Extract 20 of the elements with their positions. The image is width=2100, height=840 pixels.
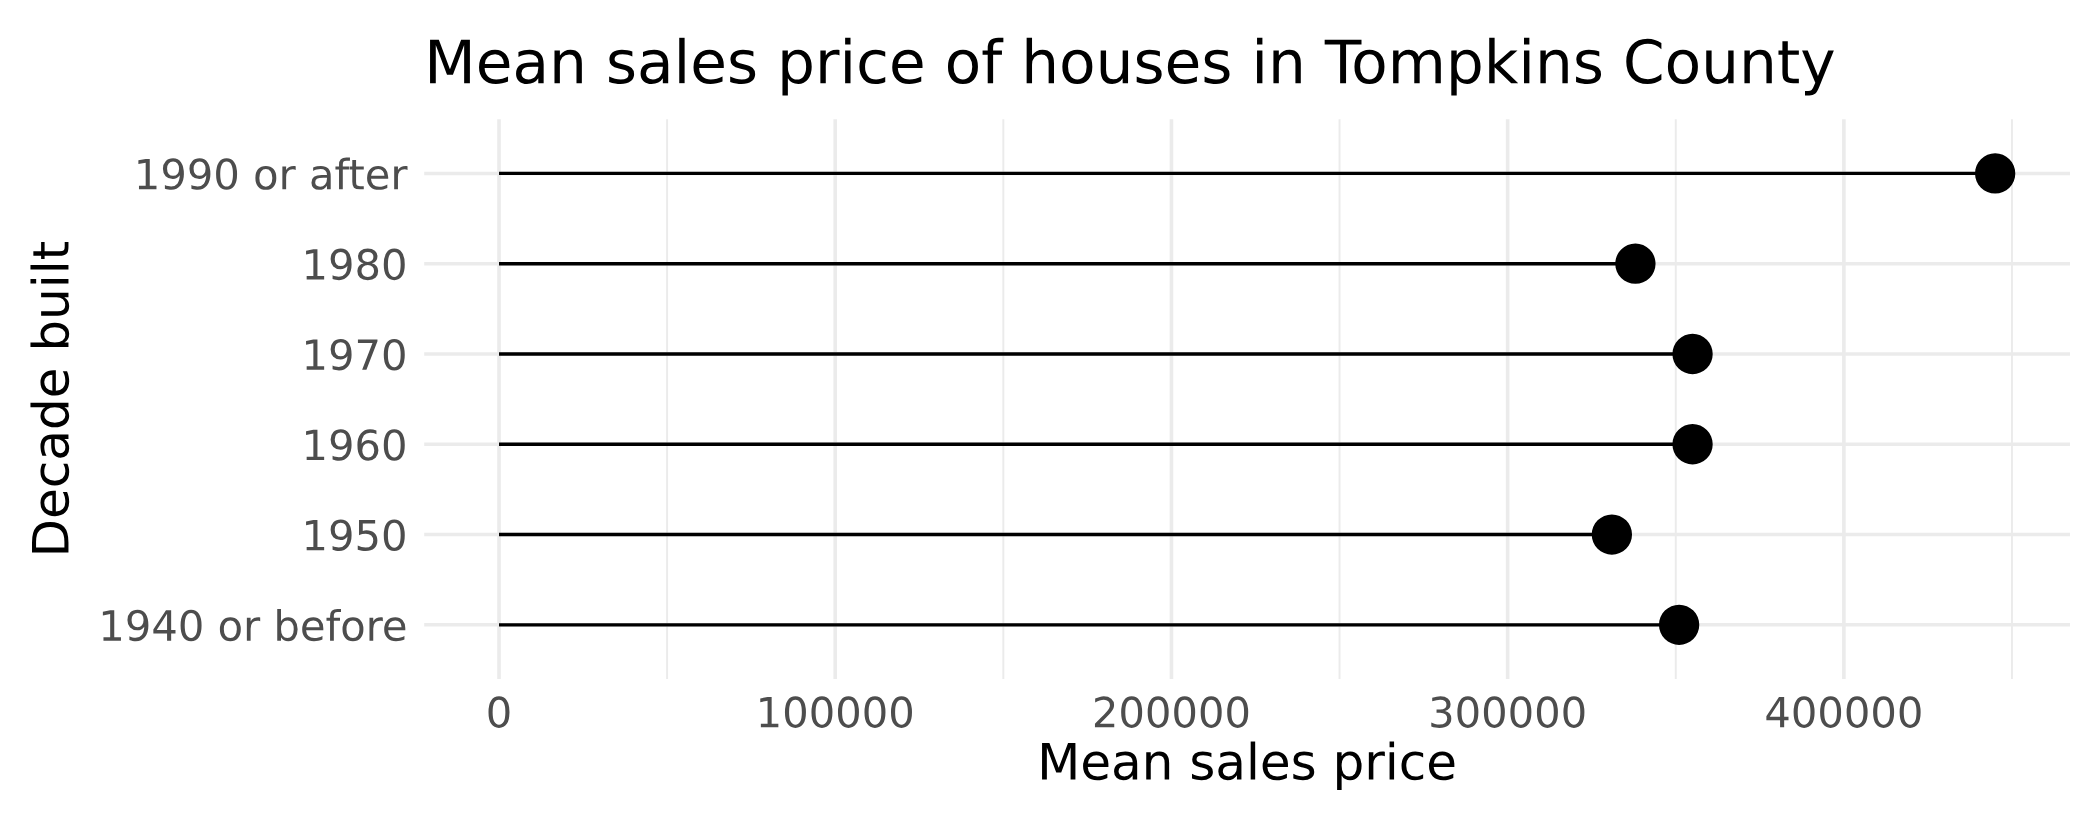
y-axis-title: Decade built [30,242,70,553]
x-tick-label: 400000 [1766,696,1921,728]
x-tick-label: 300000 [1431,696,1585,728]
point [1672,424,1713,465]
y-tick-label: 1970 [306,338,405,371]
y-tick-label: 1980 [306,248,405,281]
x-tick-label: 200000 [1094,696,1249,728]
x-tick-label: 0 [488,696,510,728]
y-tick-label: 1960 [306,429,405,461]
point [1591,514,1633,555]
y-tick-label: 1950 [306,519,405,551]
y-tick-label: 1990 or after [138,157,408,190]
chart-title: Mean sales price of houses in Tompkins County [430,37,1834,96]
point [1672,333,1713,375]
point [1975,153,2016,194]
point [1615,243,1656,284]
x-tick-label: 100000 [760,696,912,728]
point [1658,604,1700,645]
x-axis-title: Mean sales price [1042,741,1455,790]
y-tick-label: 1940 or before [102,608,406,642]
